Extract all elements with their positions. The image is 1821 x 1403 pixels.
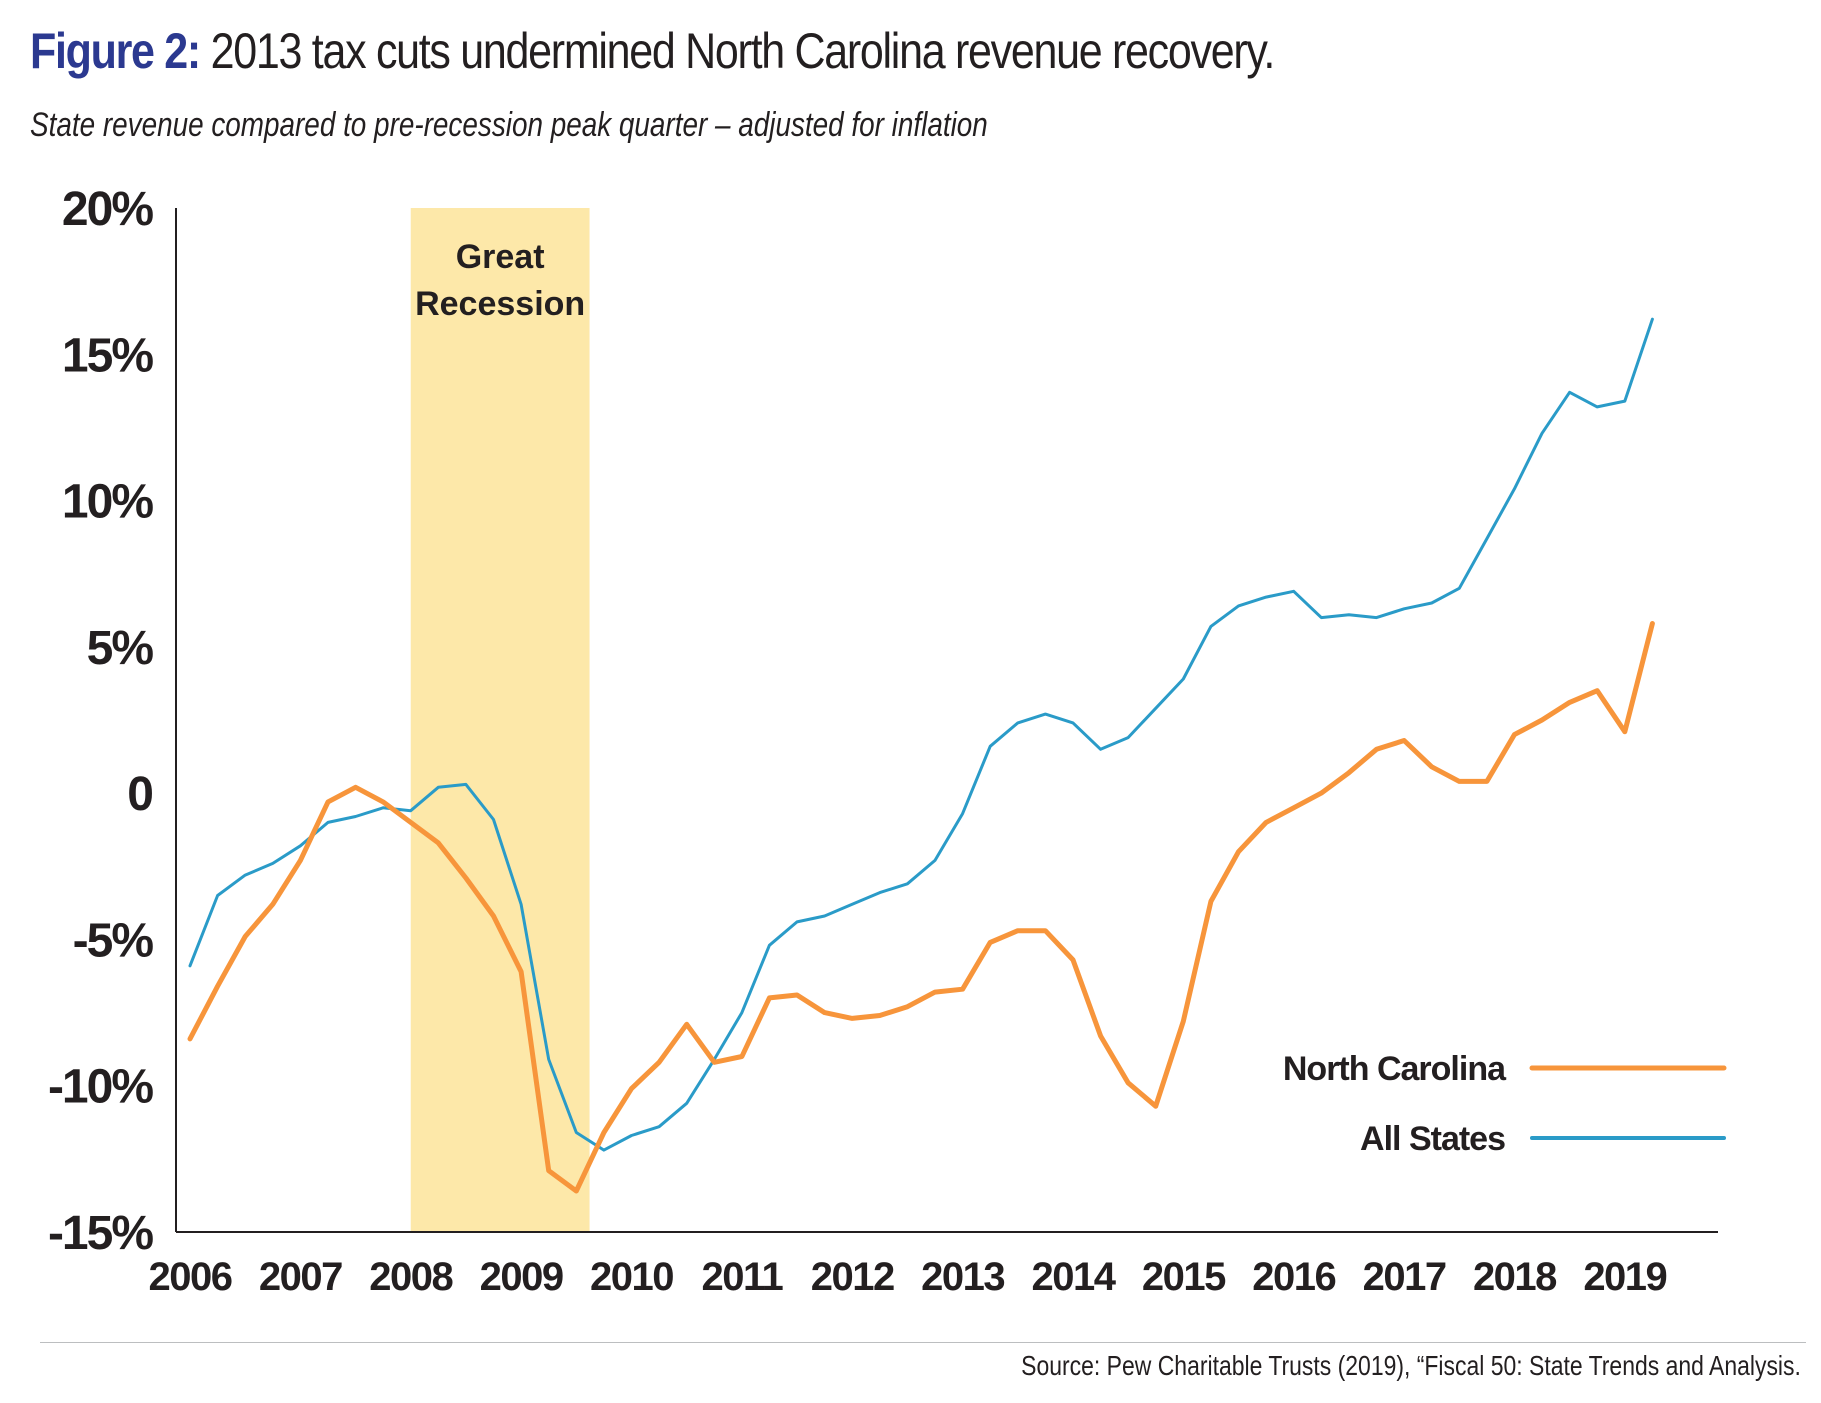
chart-subtitle: State revenue compared to pre-recession …	[30, 106, 988, 144]
all-states-line	[188, 317, 1654, 1152]
y-tick-label: 10%	[62, 476, 153, 529]
y-tick-label: -15%	[48, 1207, 153, 1260]
title-text: 2013 tax cuts undermined North Carolina …	[210, 23, 1276, 79]
y-tick-label: 5%	[87, 622, 154, 675]
recession-band	[410, 208, 590, 1232]
legend-label: All States	[1360, 1120, 1505, 1158]
y-tick-label: 0	[127, 768, 152, 821]
recession-label-line: Recession	[415, 285, 585, 323]
y-tick-label: 15%	[62, 329, 153, 382]
x-tick-label: 2010	[590, 1255, 673, 1299]
footer-divider	[40, 1342, 1806, 1343]
chart-title: Figure 2: 2013 tax cuts undermined North…	[30, 22, 1276, 80]
legend-label: North Carolina	[1283, 1050, 1507, 1088]
y-tick-label: 20%	[62, 183, 153, 236]
x-tick-label: 2012	[811, 1255, 894, 1299]
x-tick-label: 2009	[480, 1255, 563, 1299]
y-tick-label: -10%	[48, 1061, 153, 1114]
x-tick-label: 2015	[1142, 1255, 1226, 1299]
x-tick-label: 2013	[921, 1255, 1004, 1299]
y-tick-label: -5%	[73, 914, 154, 967]
legend-north-carolina: North Carolina	[1283, 1050, 1727, 1088]
north-carolina-line	[187, 621, 1655, 1194]
legend-all-states: All States	[1360, 1120, 1726, 1158]
x-tick-label: 2007	[259, 1255, 342, 1299]
x-tick-label: 2018	[1473, 1255, 1557, 1299]
x-tick-label: 2016	[1252, 1255, 1335, 1299]
x-tick-label: 2017	[1363, 1255, 1446, 1299]
x-tick-label: 2011	[701, 1255, 783, 1299]
x-tick-label: 2019	[1583, 1255, 1666, 1299]
recession-label-line: Great	[456, 238, 545, 276]
figure-label: Figure 2:	[30, 23, 201, 79]
source-note: Source: Pew Charitable Trusts (2019), “F…	[1021, 1350, 1801, 1381]
x-tick-label: 2008	[369, 1255, 453, 1299]
x-tick-label: 2006	[149, 1255, 232, 1299]
x-tick-label: 2014	[1031, 1255, 1116, 1299]
